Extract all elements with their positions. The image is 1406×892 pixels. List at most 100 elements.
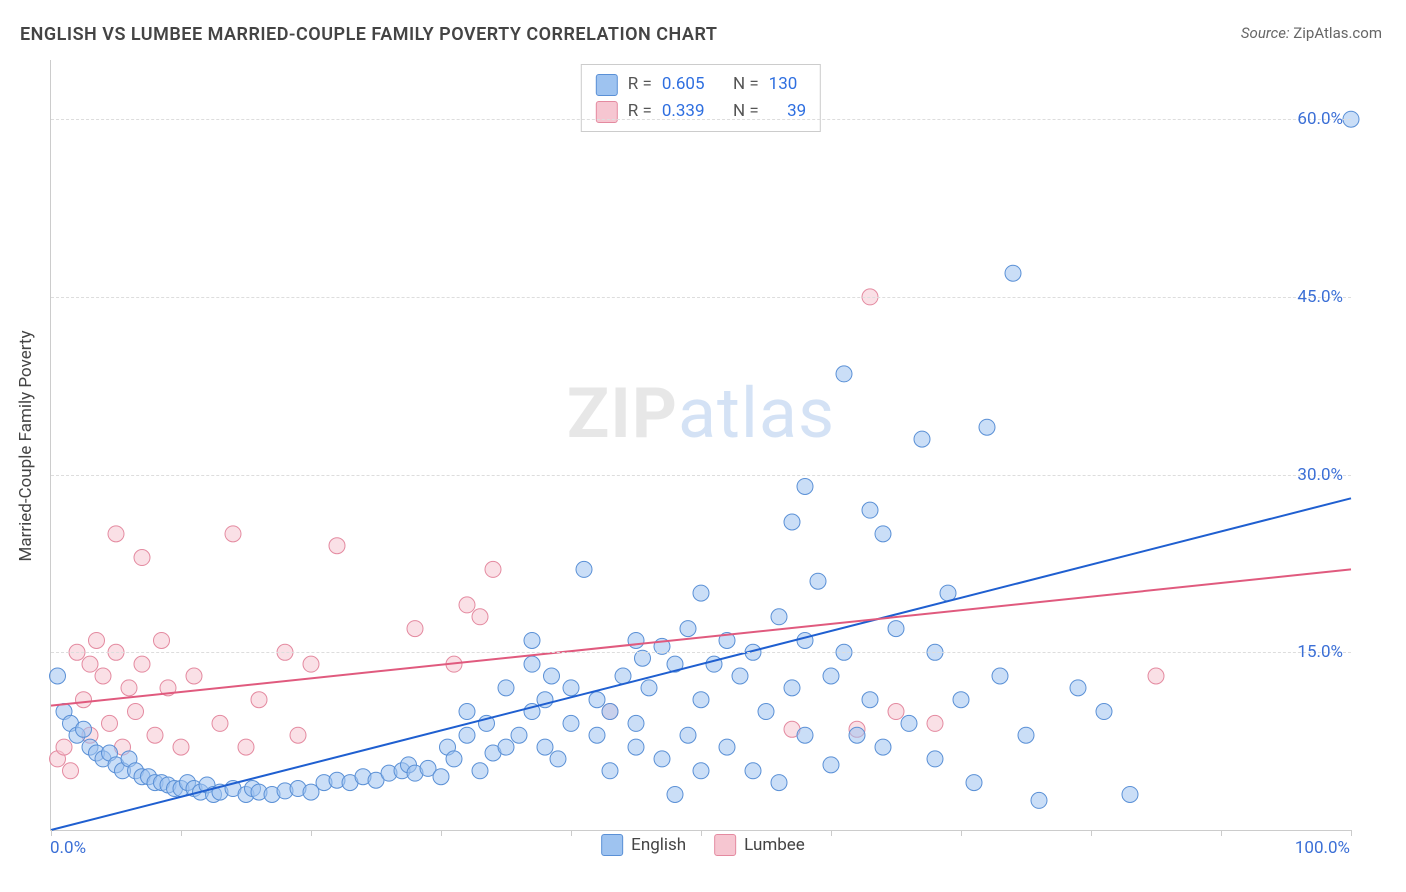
series-legend: English Lumbee	[601, 834, 805, 856]
gridline	[51, 475, 1351, 476]
scatter-point	[82, 656, 98, 672]
scatter-point	[862, 502, 878, 518]
scatter-point	[966, 775, 982, 791]
scatter-point	[407, 621, 423, 637]
swatch-english	[596, 74, 618, 96]
scatter-point	[329, 538, 345, 554]
scatter-point	[498, 680, 514, 696]
scatter-point	[589, 727, 605, 743]
scatter-point	[537, 739, 553, 755]
english-n-value: 130	[769, 71, 798, 98]
scatter-point	[1096, 704, 1112, 720]
legend-label-english: English	[631, 835, 686, 855]
scatter-point	[823, 668, 839, 684]
gridline	[51, 297, 1351, 298]
scatter-point	[810, 573, 826, 589]
scatter-point	[992, 668, 1008, 684]
scatter-point	[186, 668, 202, 684]
scatter-point	[147, 727, 163, 743]
scatter-point	[784, 680, 800, 696]
scatter-point	[225, 526, 241, 542]
chart-title: ENGLISH VS LUMBEE MARRIED-COUPLE FAMILY …	[20, 24, 717, 45]
scatter-point	[95, 668, 111, 684]
scatter-point	[472, 609, 488, 625]
plot-area: ZIPatlas R = 0.605 N = 130 R = 0.339 N =…	[50, 60, 1351, 831]
y-tick-label: 60.0%	[1297, 109, 1343, 129]
scatter-point	[862, 692, 878, 708]
scatter-point	[459, 727, 475, 743]
scatter-point	[1031, 792, 1047, 808]
scatter-point	[914, 431, 930, 447]
scatter-point	[732, 668, 748, 684]
scatter-point	[1070, 680, 1086, 696]
scatter-point	[76, 721, 92, 737]
scatter-point	[927, 751, 943, 767]
scatter-point	[836, 366, 852, 382]
scatter-point	[1005, 265, 1021, 281]
scatter-point	[550, 751, 566, 767]
y-axis-label: Married-Couple Family Poverty	[16, 331, 36, 562]
x-tickmark	[1091, 830, 1092, 836]
scatter-point	[784, 514, 800, 530]
scatter-point	[1122, 786, 1138, 802]
scatter-point	[154, 632, 170, 648]
r-label: R =	[628, 71, 652, 98]
scatter-point	[56, 739, 72, 755]
scatter-point	[511, 727, 527, 743]
scatter-point	[433, 769, 449, 785]
scatter-point	[693, 692, 709, 708]
scatter-point	[888, 621, 904, 637]
scatter-point	[745, 763, 761, 779]
legend-row-lumbee: R = 0.339 N = 39	[596, 98, 806, 125]
scatter-point	[1018, 727, 1034, 743]
scatter-point	[849, 727, 865, 743]
r-label: R =	[628, 98, 652, 125]
scatter-point	[498, 739, 514, 755]
y-tick-label: 15.0%	[1297, 642, 1343, 662]
scatter-point	[693, 763, 709, 779]
x-tickmark	[311, 830, 312, 836]
x-axis-min-label: 0.0%	[50, 838, 86, 858]
scatter-point	[953, 692, 969, 708]
scatter-point	[121, 680, 137, 696]
scatter-point	[524, 632, 540, 648]
scatter-point	[102, 715, 118, 731]
scatter-point	[446, 751, 462, 767]
scatter-point	[589, 692, 605, 708]
scatter-point	[50, 668, 66, 684]
n-label: N =	[733, 98, 759, 125]
scatter-point	[797, 478, 813, 494]
legend-row-english: R = 0.605 N = 130	[596, 71, 806, 98]
lumbee-r-value: 0.339	[662, 98, 705, 125]
scatter-point	[173, 739, 189, 755]
y-tick-label: 45.0%	[1297, 287, 1343, 307]
scatter-point	[927, 715, 943, 731]
scatter-point	[128, 704, 144, 720]
scatter-point	[602, 763, 618, 779]
scatter-point	[76, 692, 92, 708]
x-tickmark	[571, 830, 572, 836]
scatter-point	[459, 704, 475, 720]
scatter-point	[238, 739, 254, 755]
x-axis-max-label: 100.0%	[1295, 838, 1350, 858]
scatter-point	[888, 704, 904, 720]
scatter-point	[290, 727, 306, 743]
x-tickmark	[51, 830, 52, 836]
scatter-point	[797, 632, 813, 648]
trend-line	[51, 498, 1351, 830]
x-tickmark	[441, 830, 442, 836]
scatter-point	[628, 632, 644, 648]
scatter-point	[251, 692, 267, 708]
x-tickmark	[1351, 830, 1352, 836]
scatter-point	[303, 656, 319, 672]
scatter-point	[667, 786, 683, 802]
scatter-point	[563, 715, 579, 731]
scatter-point	[797, 727, 813, 743]
scatter-point	[901, 715, 917, 731]
scatter-point	[459, 597, 475, 613]
scatter-point	[602, 704, 618, 720]
correlation-legend: R = 0.605 N = 130 R = 0.339 N = 39	[581, 64, 821, 132]
scatter-point	[875, 526, 891, 542]
lumbee-n-value: 39	[787, 98, 806, 125]
source-value: ZipAtlas.com	[1293, 24, 1382, 42]
